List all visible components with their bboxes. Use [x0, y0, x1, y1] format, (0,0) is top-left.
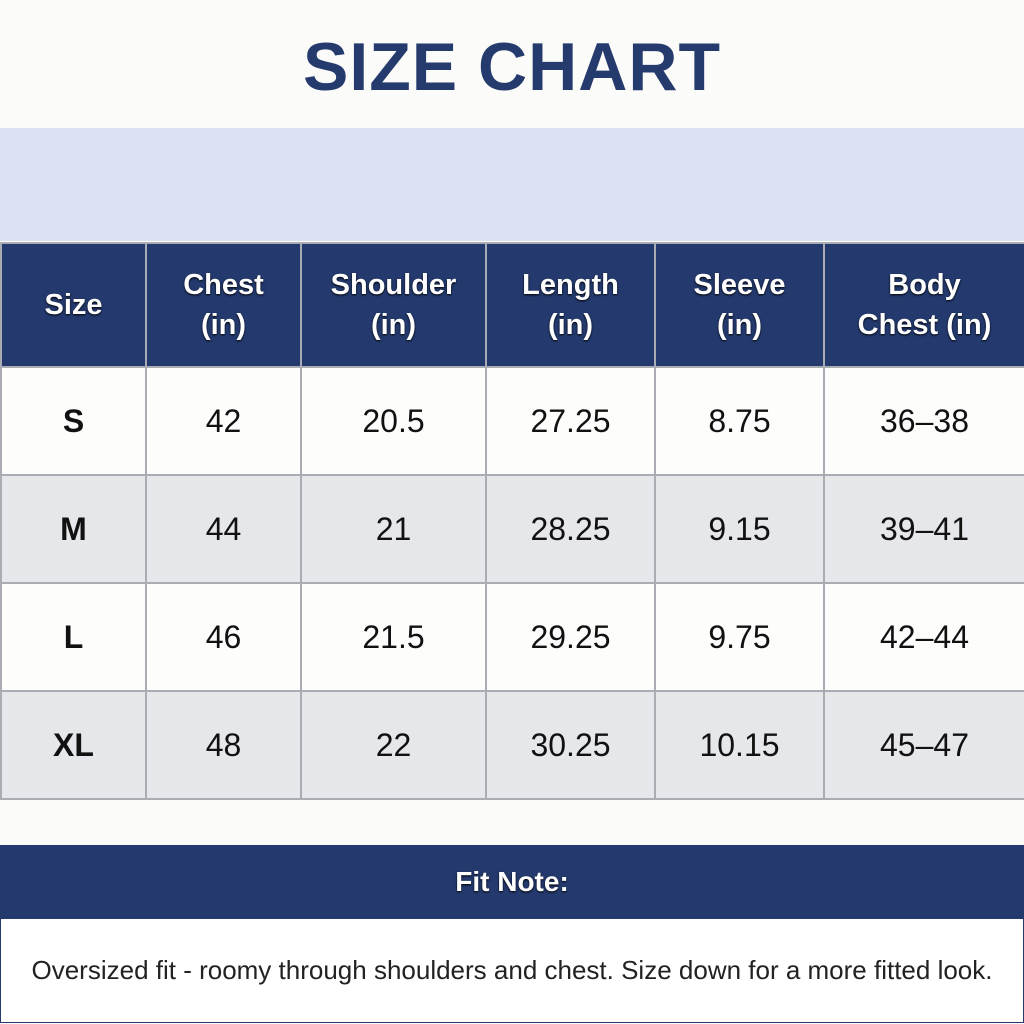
value-cell: 21.5 — [300, 582, 487, 692]
column-header: Sleeve (in) — [654, 242, 825, 368]
column-header: Chest (in) — [145, 242, 302, 368]
column-header-line: (in) — [547, 309, 594, 341]
column-header-line: Chest (in) — [857, 309, 992, 341]
value-cell: 9.75 — [654, 582, 825, 692]
value-cell: 21 — [300, 474, 487, 584]
column-header-line: (in) — [370, 309, 417, 341]
column-header-line: Size — [44, 289, 103, 321]
value-cell: 29.25 — [485, 582, 656, 692]
column-header-line: Chest — [183, 269, 264, 301]
column-header: Size — [0, 242, 147, 368]
column-header: Length (in) — [485, 242, 656, 368]
value-cell: 30.25 — [485, 690, 656, 800]
table-row: XL 48 22 30.25 10.15 45–47 — [0, 690, 1024, 800]
table-row: M 44 21 28.25 9.15 39–41 — [0, 474, 1024, 584]
table-row: L 46 21.5 29.25 9.75 42–44 — [0, 582, 1024, 692]
fit-note-heading: Fit Note: — [0, 845, 1024, 918]
column-header-line: (in) — [200, 309, 247, 341]
value-cell: 36–38 — [823, 366, 1024, 476]
value-cell: 44 — [145, 474, 302, 584]
fit-note-text: Oversized fit - roomy through shoulders … — [0, 918, 1024, 1023]
value-cell: 20.5 — [300, 366, 487, 476]
page-title: SIZE CHART — [303, 29, 721, 105]
column-header: Body Chest (in) — [823, 242, 1024, 368]
value-cell: 22 — [300, 690, 487, 800]
size-cell: L — [0, 582, 147, 692]
decorative-band — [0, 128, 1024, 241]
value-cell: 27.25 — [485, 366, 656, 476]
column-header-line: Shoulder — [330, 269, 457, 301]
value-cell: 46 — [145, 582, 302, 692]
size-cell: S — [0, 366, 147, 476]
column-header-line: Length — [522, 269, 619, 301]
column-header-line: (in) — [716, 309, 763, 341]
table-row: S 42 20.5 27.25 8.75 36–38 — [0, 366, 1024, 476]
value-cell: 10.15 — [654, 690, 825, 800]
column-header-line: Sleeve — [693, 269, 786, 301]
value-cell: 39–41 — [823, 474, 1024, 584]
size-cell: XL — [0, 690, 147, 800]
value-cell: 8.75 — [654, 366, 825, 476]
value-cell: 42 — [145, 366, 302, 476]
size-cell: M — [0, 474, 147, 584]
column-header-line: Body — [888, 269, 961, 301]
value-cell: 42–44 — [823, 582, 1024, 692]
column-header: Shoulder (in) — [300, 242, 487, 368]
value-cell: 28.25 — [485, 474, 656, 584]
value-cell: 48 — [145, 690, 302, 800]
value-cell: 9.15 — [654, 474, 825, 584]
value-cell: 45–47 — [823, 690, 1024, 800]
size-table: Size Chest (in) Shoulder (in) Length (in) Sleev… — [0, 242, 1024, 800]
